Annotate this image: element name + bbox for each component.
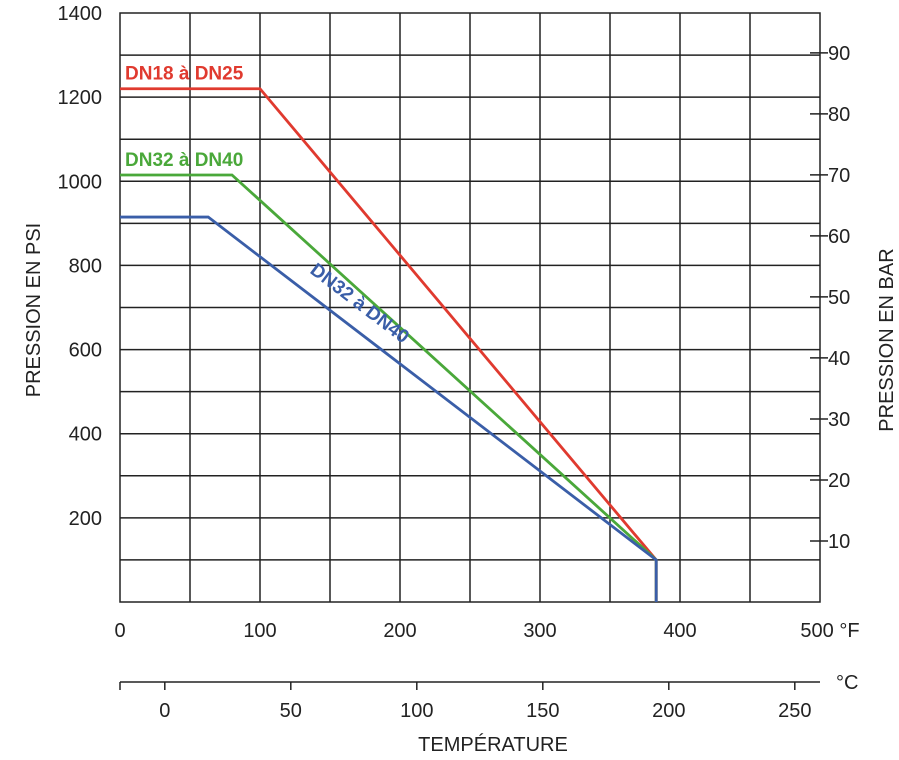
y-tick-label-bar: 70	[828, 165, 850, 187]
y-tick-label-psi: 1000	[58, 171, 103, 193]
y-axis-left-title: PRESSION EN PSI	[23, 223, 45, 398]
x-tick-label-c: 0	[159, 700, 170, 722]
y-tick-label-bar: 30	[828, 409, 850, 431]
y-tick-label-bar: 80	[828, 104, 850, 126]
grid	[119, 12, 821, 603]
celsius-unit-label: °C	[836, 672, 858, 694]
ticks: 2004006008001000120014001020304050607080…	[58, 3, 860, 642]
plot-frame	[119, 12, 821, 603]
x-tick-label-f: 0	[114, 620, 125, 642]
x-tick-label-c: 50	[280, 700, 302, 722]
series-lines	[120, 87, 658, 602]
y-tick-label-psi: 1400	[58, 3, 103, 25]
y-tick-label-bar: 10	[828, 531, 850, 553]
x-tick-label-c: 200	[652, 700, 685, 722]
y-tick-label-psi: 1200	[58, 87, 103, 109]
x-tick-label-c: 250	[778, 700, 811, 722]
x-tick-label-f: 500 °F	[800, 620, 859, 642]
series-line-3	[120, 215, 658, 602]
celsius-axis: 0 50 100 150 200 250 °C	[119, 672, 858, 722]
y-tick-label-psi: 800	[69, 255, 102, 277]
y-axis-right-title: PRESSION EN BAR	[876, 248, 898, 431]
x-tick-label-f: 100	[243, 620, 276, 642]
x-tick-label-f: 400	[663, 620, 696, 642]
y-tick-label-psi: 200	[69, 508, 102, 530]
x-tick-label-f: 200	[383, 620, 416, 642]
y-tick-label-bar: 20	[828, 470, 850, 492]
y-tick-label-bar: 60	[828, 226, 850, 248]
y-tick-label-bar: 40	[828, 348, 850, 370]
y-tick-label-psi: 600	[69, 340, 102, 362]
y-tick-label-psi: 400	[69, 424, 102, 446]
x-tick-label-c: 150	[526, 700, 559, 722]
y-tick-label-bar: 50	[828, 287, 850, 309]
x-tick-label-c: 100	[400, 700, 433, 722]
series-label-2: DN32 à DN40	[125, 150, 243, 171]
x-tick-label-f: 300	[523, 620, 556, 642]
x-axis-title: TEMPÉRATURE	[418, 733, 568, 756]
y-tick-label-bar: 90	[828, 43, 850, 65]
series-label-1: DN18 à DN25	[125, 64, 244, 85]
